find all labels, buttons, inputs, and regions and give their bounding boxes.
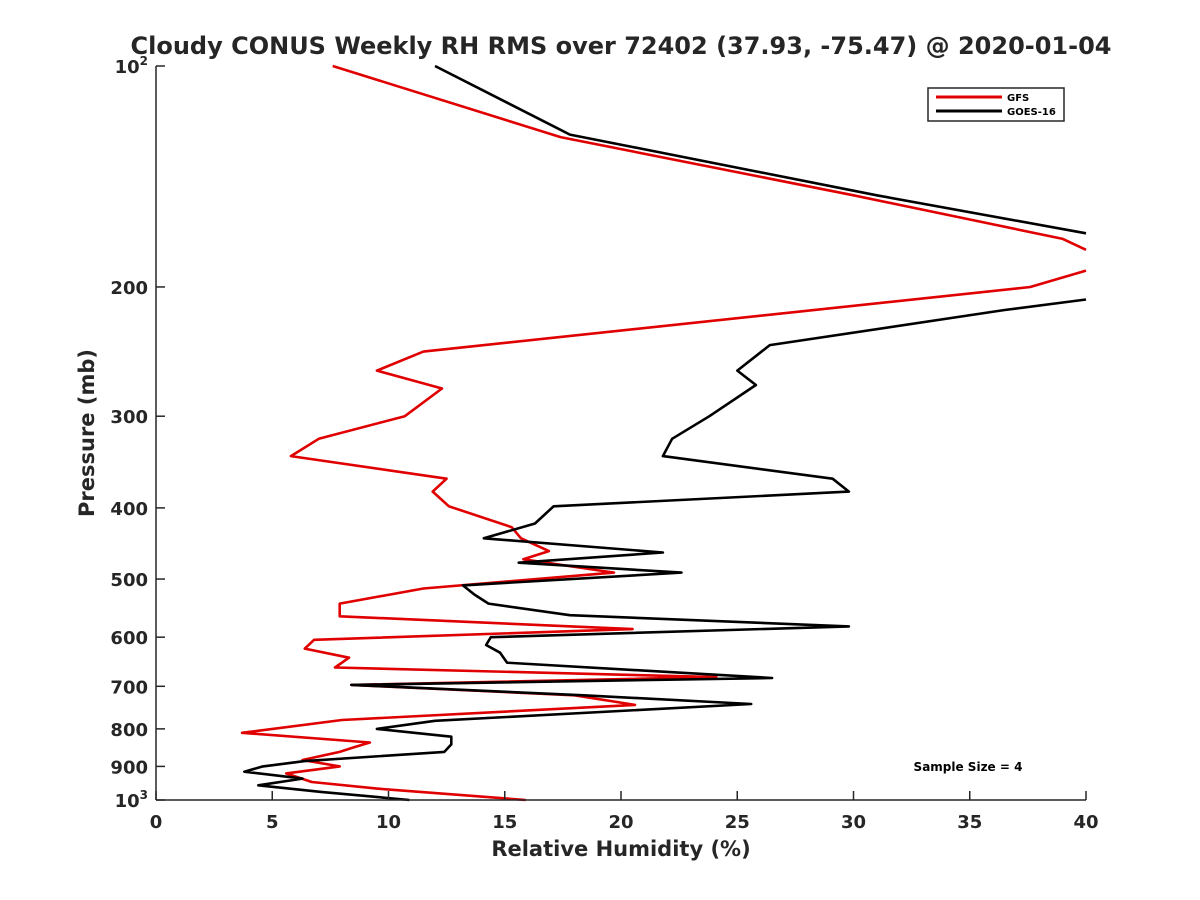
chart-title: Cloudy CONUS Weekly RH RMS over 72402 (3… <box>131 32 1112 60</box>
legend-label-gfs: GFS <box>1007 93 1029 104</box>
x-tick-label: 15 <box>492 812 517 833</box>
x-tick-label: 30 <box>841 812 866 833</box>
sample-size-annotation: Sample Size = 4 <box>914 760 1023 774</box>
x-tick-label: 5 <box>266 812 279 833</box>
rh-profile-chart: Cloudy CONUS Weekly RH RMS over 72402 (3… <box>0 0 1200 900</box>
legend-label-goes16: GOES-16 <box>1007 107 1056 118</box>
y-tick-label: 700 <box>110 677 148 698</box>
y-tick-label: 200 <box>110 278 148 299</box>
x-tick-label: 40 <box>1073 812 1098 833</box>
plot-area <box>156 66 1086 800</box>
x-tick-label: 35 <box>957 812 982 833</box>
y-tick-label: 103 <box>115 788 148 812</box>
y-tick-label: 102 <box>115 54 148 78</box>
x-axis-label: Relative Humidity (%) <box>491 837 750 861</box>
x-tick-label: 10 <box>376 812 401 833</box>
y-tick-label: 600 <box>110 628 148 649</box>
x-tick-label: 20 <box>608 812 633 833</box>
y-tick-label: 400 <box>110 499 148 520</box>
y-tick-label: 800 <box>110 720 148 741</box>
y-tick-label: 500 <box>110 570 148 591</box>
legend: GFS GOES-16 <box>928 88 1064 121</box>
y-tick-label: 300 <box>110 407 148 428</box>
x-tick-label: 0 <box>150 812 163 833</box>
x-tick-label: 25 <box>725 812 750 833</box>
y-axis-label: Pressure (mb) <box>75 349 99 517</box>
y-tick-label: 900 <box>110 757 148 778</box>
